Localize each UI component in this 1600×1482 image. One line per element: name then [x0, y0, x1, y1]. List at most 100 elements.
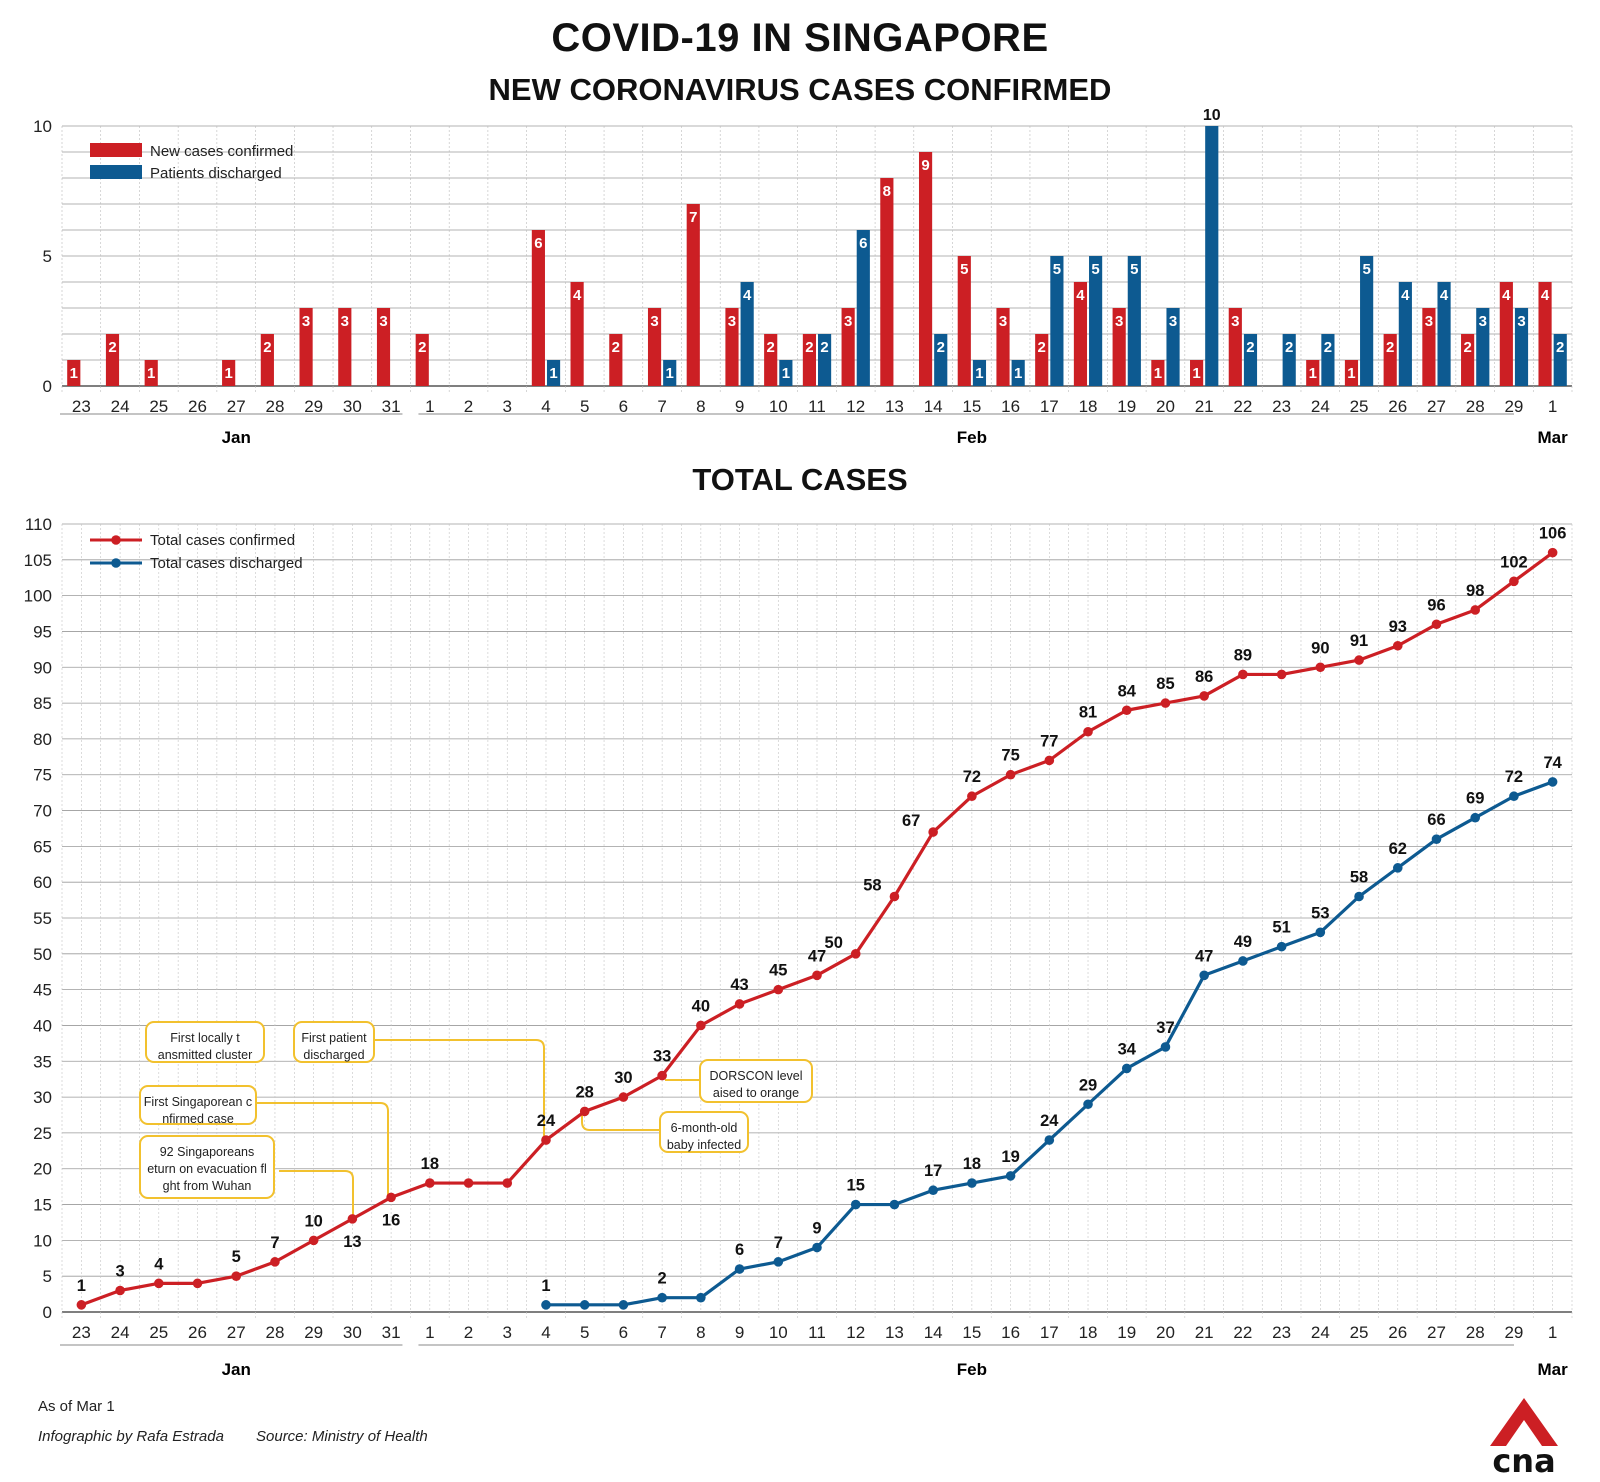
- discharged-value-label: 24: [1040, 1112, 1059, 1130]
- confirmed-point: [850, 949, 861, 959]
- discharged-point: [967, 1178, 977, 1188]
- bar-x-tick: 29: [1504, 397, 1523, 416]
- bar-x-tick: 22: [1233, 397, 1252, 416]
- line-y-tick: 50: [33, 945, 52, 964]
- confirmed-bar: [725, 308, 739, 386]
- confirmed-bar: [609, 334, 623, 386]
- confirmed-bar-label: 3: [1231, 313, 1239, 330]
- line-y-tick: 20: [33, 1160, 52, 1179]
- confirmed-bar-label: 7: [689, 209, 697, 226]
- bar-x-tick: 29: [304, 397, 323, 416]
- discharged-bar-label: 3: [1479, 313, 1487, 330]
- annotation-discharged-text: First patient: [301, 1031, 367, 1045]
- confirmed-value-label: 10: [304, 1212, 322, 1230]
- discharged-point: [1121, 1063, 1132, 1074]
- discharged-point: [773, 1257, 784, 1267]
- discharged-value-label: 51: [1272, 919, 1290, 937]
- confirmed-bar-label: 2: [263, 339, 271, 356]
- discharged-point: [812, 1242, 822, 1253]
- line-x-tick: 12: [846, 1323, 865, 1342]
- confirmed-bar-label: 3: [1425, 313, 1433, 330]
- bar-x-tick: 14: [924, 397, 943, 416]
- confirmed-point: [1238, 669, 1248, 680]
- confirmed-value-label: 81: [1079, 704, 1097, 722]
- confirmed-value-label: 13: [343, 1233, 361, 1251]
- confirmed-bar-label: 3: [302, 313, 310, 330]
- annotation-evacuation-text: 92 Singaporeans: [160, 1145, 255, 1159]
- confirmed-bar: [570, 282, 584, 386]
- annotation-evacuation-box: [139, 1135, 275, 1199]
- annotation-dorscon-box: [699, 1059, 813, 1103]
- bar-x-tick: 21: [1195, 397, 1214, 416]
- bar-x-tick: 3: [503, 397, 512, 416]
- discharged-bar-label: 4: [743, 287, 752, 304]
- confirmed-value-label: 77: [1040, 732, 1058, 750]
- discharged-point: [1509, 791, 1519, 802]
- confirmed-value-label: 24: [537, 1112, 556, 1130]
- confirmed-bar-label: 1: [1192, 365, 1200, 382]
- discharged-bar: [1398, 282, 1412, 386]
- confirmed-value-label: 7: [270, 1234, 279, 1252]
- line-y-tick: 95: [33, 622, 52, 641]
- confirmed-bar: [1461, 334, 1475, 386]
- confirmed-point: [1005, 769, 1016, 780]
- bar-x-tick: 30: [343, 397, 362, 416]
- confirmed-value-label: 28: [576, 1083, 594, 1101]
- confirmed-value-label: 90: [1311, 639, 1329, 657]
- bar-x-tick: 23: [72, 397, 91, 416]
- discharged-point: [1005, 1171, 1016, 1181]
- bar-x-tick: 1: [425, 397, 434, 416]
- bar-x-tick: 27: [227, 397, 246, 416]
- line-x-tick: 1: [1548, 1323, 1557, 1342]
- bar-x-tick: 28: [1466, 397, 1485, 416]
- confirmed-value-label: 50: [825, 934, 843, 952]
- leader-cluster: [374, 1039, 545, 1141]
- total-cases-line-chart: 0510152025303540455055606570758085909510…: [24, 515, 1573, 1379]
- bar-x-tick: 17: [1040, 397, 1059, 416]
- annotation-first-case-text: nfirmed case: [162, 1112, 234, 1126]
- line-y-tick: 100: [24, 587, 52, 606]
- discharged-point: [1547, 777, 1558, 787]
- discharged-value-label: 66: [1427, 811, 1445, 829]
- discharged-value-label: 18: [963, 1155, 981, 1173]
- confirmed-bar: [686, 204, 700, 386]
- as-of-note: As of Mar 1: [38, 1398, 115, 1415]
- discharged-point: [1470, 812, 1481, 823]
- confirmed-value-label: 45: [769, 962, 787, 980]
- confirmed-point: [1276, 669, 1287, 680]
- confirmed-value-label: 1: [77, 1277, 86, 1295]
- discharged-point: [1354, 891, 1364, 902]
- line-y-tick: 65: [33, 837, 52, 856]
- discharged-bar-label: 3: [1169, 313, 1177, 330]
- discharged-bar-label: 2: [1285, 339, 1293, 356]
- confirmed-bar-label: 2: [767, 339, 775, 356]
- confirmed-bar: [996, 308, 1010, 386]
- annotation-first-case-text: First Singaporean c: [144, 1095, 252, 1109]
- discharged-bar-label: 6: [859, 235, 867, 252]
- discharged-bar: [1476, 308, 1490, 386]
- line-y-tick: 85: [33, 694, 52, 713]
- line-x-tick: 29: [304, 1323, 323, 1342]
- confirmed-bar-label: 1: [1309, 365, 1317, 382]
- confirmed-bar-label: 2: [1386, 339, 1394, 356]
- discharged-bar: [546, 360, 561, 386]
- discharged-value-label: 47: [1195, 947, 1213, 965]
- discharged-bar: [1127, 256, 1141, 386]
- discharged-value-label: 69: [1466, 790, 1484, 808]
- discharged-point: [1276, 941, 1287, 952]
- annotation-discharged-text: discharged: [303, 1048, 364, 1062]
- page-title: COVID-19 IN SINGAPORE: [551, 16, 1049, 60]
- bar-x-tick: 26: [188, 397, 207, 416]
- bar-x-tick: 18: [1079, 397, 1098, 416]
- bar-y-tick: 0: [43, 377, 52, 396]
- line-x-tick: 4: [541, 1323, 550, 1342]
- confirmed-bar: [67, 360, 81, 386]
- discharged-point: [928, 1185, 938, 1196]
- annotation-baby-box: [659, 1111, 749, 1153]
- bar-x-tick: 24: [111, 397, 130, 416]
- discharged-bar: [1089, 256, 1103, 386]
- confirmed-value-label: 18: [421, 1155, 439, 1173]
- confirmed-value-label: 84: [1118, 682, 1137, 700]
- discharged-value-label: 1: [541, 1277, 550, 1295]
- discharged-point: [734, 1264, 745, 1274]
